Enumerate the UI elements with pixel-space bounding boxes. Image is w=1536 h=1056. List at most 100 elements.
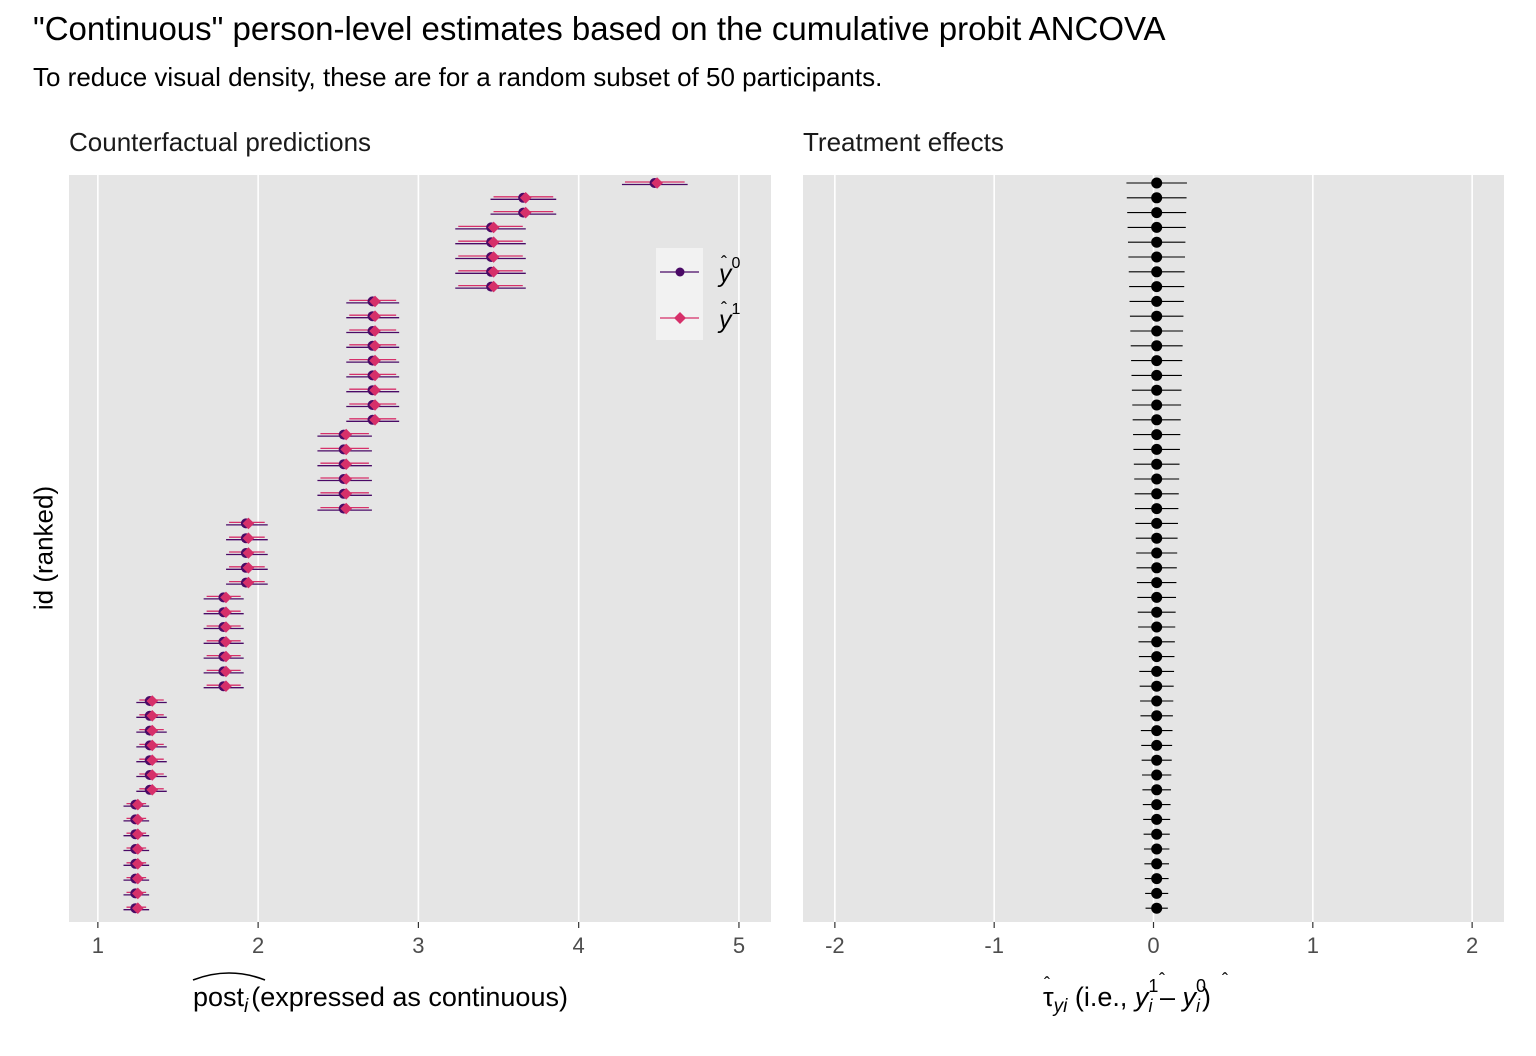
y1-point (132, 902, 144, 914)
effect-point (1151, 532, 1163, 544)
y1-point (487, 221, 500, 234)
y1-point (242, 562, 255, 574)
effect-point (1151, 295, 1163, 307)
y1-point (242, 532, 255, 544)
hat-icon: ˆ (1159, 970, 1165, 990)
x-axis-label-effects: τyi (i.e., y1 i – y0 i)ˆ ˆ ˆ (1043, 970, 1228, 1017)
y1-point (242, 547, 255, 559)
y1-point (340, 458, 352, 470)
y1-point (487, 266, 500, 278)
facet-title-effects: Treatment effects (803, 127, 1004, 157)
y1-point (132, 828, 144, 840)
effect-point (1151, 799, 1163, 811)
panel-predictions-bg (69, 175, 771, 922)
y1-point (146, 724, 159, 737)
legend-hat-y1: ˆ (721, 299, 727, 319)
y1-point (340, 473, 352, 485)
y1-point (369, 414, 381, 426)
effect-point (1151, 710, 1163, 722)
effect-point (1151, 784, 1163, 796)
legend-label-y1: y1 (717, 301, 741, 334)
y1-point (146, 754, 159, 766)
effect-point (1151, 384, 1163, 396)
y1-point (146, 710, 159, 722)
y1-point (242, 576, 255, 589)
effect-point (1151, 369, 1163, 381)
legend-label-y0: y0 (717, 255, 741, 288)
effect-point (1151, 325, 1163, 337)
effect-point (1151, 562, 1163, 574)
x-tick-label: 5 (733, 933, 745, 958)
y1-point (340, 502, 352, 515)
effect-point (1151, 680, 1163, 692)
chart-subtitle: To reduce visual density, these are for … (33, 62, 883, 92)
effect-point (1151, 843, 1163, 855)
y1-point (220, 591, 232, 604)
effect-point (1151, 636, 1163, 648)
y1-point (487, 280, 500, 293)
effect-point (1151, 177, 1163, 189)
effect-point (1151, 739, 1163, 751)
hat-icon: ˆ (1222, 970, 1228, 990)
effect-point (1151, 902, 1163, 914)
y1-point (220, 621, 232, 633)
effect-point (1151, 414, 1163, 426)
effect-point (1151, 591, 1163, 603)
x-tick-label: 0 (1147, 933, 1159, 958)
y1-point (146, 784, 159, 796)
y1-point (369, 369, 381, 382)
y1-point (132, 798, 144, 811)
y1-point (369, 310, 381, 322)
effect-point (1151, 503, 1163, 515)
y1-point (132, 858, 144, 870)
effect-point (1151, 399, 1163, 411)
hat-icon: ˆ (1044, 974, 1050, 994)
effect-point (1151, 813, 1163, 825)
effect-point (1151, 577, 1163, 589)
x-axis-label-text: τyi (i.e., y1 i – y0 i) (1043, 976, 1211, 1017)
effect-point (1151, 828, 1163, 840)
y1-point (369, 399, 381, 411)
y1-point (146, 695, 159, 707)
y1-point (651, 177, 663, 189)
y1-point (369, 295, 381, 308)
y1-point (132, 872, 144, 885)
effect-point (1151, 429, 1163, 441)
effect-point (1151, 207, 1163, 219)
y1-point (220, 680, 232, 692)
y1-point (146, 769, 159, 781)
effect-point (1151, 695, 1163, 707)
x-tick-label: 1 (92, 933, 104, 958)
effect-point (1151, 665, 1163, 677)
wide-hat-icon (192, 972, 266, 981)
x-tick-label: -2 (825, 933, 845, 958)
effect-point (1151, 266, 1163, 278)
x-axis-label-predictions: posti (expressed as continuous) (192, 972, 568, 1017)
effect-point (1151, 281, 1163, 293)
y1-point (519, 206, 532, 219)
y1-point (132, 813, 144, 826)
legend-y0-point (675, 267, 685, 277)
effect-point (1151, 236, 1163, 248)
y1-point (220, 636, 232, 648)
chart-title: "Continuous" person-level estimates base… (33, 10, 1166, 47)
y1-point (369, 354, 381, 367)
x-axis-label-text: posti (expressed as continuous) (193, 982, 568, 1017)
effect-point (1151, 221, 1163, 233)
effect-point (1151, 651, 1163, 663)
effect-point (1151, 443, 1163, 455)
y1-point (132, 843, 144, 855)
effect-point (1151, 355, 1163, 367)
y1-point (487, 251, 500, 263)
effect-point (1151, 873, 1163, 885)
effect-point (1151, 488, 1163, 500)
effect-point (1151, 473, 1163, 485)
effect-point (1151, 340, 1163, 352)
effect-point (1151, 887, 1163, 899)
legend-y1-point (674, 312, 686, 324)
effect-point (1151, 725, 1163, 737)
x-tick-label: 2 (252, 933, 264, 958)
effect-point (1151, 517, 1163, 529)
